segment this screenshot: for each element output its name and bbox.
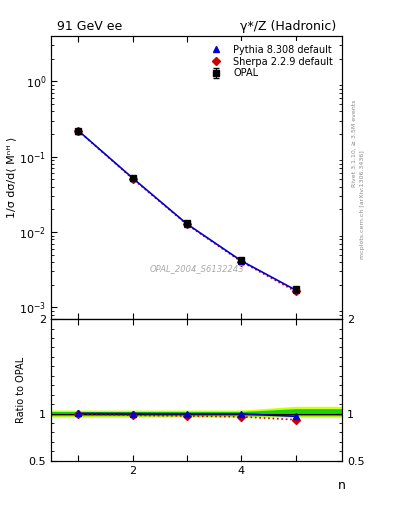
Pythia 8.308 default: [239, 258, 244, 264]
Pythia 8.308 default: [76, 127, 81, 134]
Line: Pythia 8.308 default: Pythia 8.308 default: [75, 127, 299, 293]
Sherpa 2.2.9 default: [239, 259, 244, 265]
Text: 91 GeV ee: 91 GeV ee: [57, 20, 122, 33]
Text: OPAL_2004_S6132243: OPAL_2004_S6132243: [149, 264, 244, 273]
Legend: Pythia 8.308 default, Sherpa 2.2.9 default, OPAL: Pythia 8.308 default, Sherpa 2.2.9 defau…: [200, 40, 337, 82]
Y-axis label: 1/σ dσ/d⟨ Mⁿᴴ ⟩: 1/σ dσ/d⟨ Mⁿᴴ ⟩: [6, 137, 17, 218]
Sherpa 2.2.9 default: [185, 221, 189, 227]
Sherpa 2.2.9 default: [293, 288, 298, 294]
Sherpa 2.2.9 default: [130, 176, 135, 182]
Line: Sherpa 2.2.9 default: Sherpa 2.2.9 default: [75, 128, 298, 294]
Y-axis label: Ratio to OPAL: Ratio to OPAL: [16, 357, 26, 423]
Pythia 8.308 default: [185, 221, 189, 227]
Text: γ*/Z (Hadronic): γ*/Z (Hadronic): [240, 20, 336, 33]
Sherpa 2.2.9 default: [76, 128, 81, 134]
Text: mcplots.cern.ch [arXiv:1306.3436]: mcplots.cern.ch [arXiv:1306.3436]: [360, 151, 365, 259]
Pythia 8.308 default: [130, 175, 135, 181]
Pythia 8.308 default: [293, 287, 298, 293]
Text: Rivet 3.1.10, ≥ 3.5M events: Rivet 3.1.10, ≥ 3.5M events: [352, 100, 357, 187]
X-axis label: n: n: [338, 479, 346, 492]
